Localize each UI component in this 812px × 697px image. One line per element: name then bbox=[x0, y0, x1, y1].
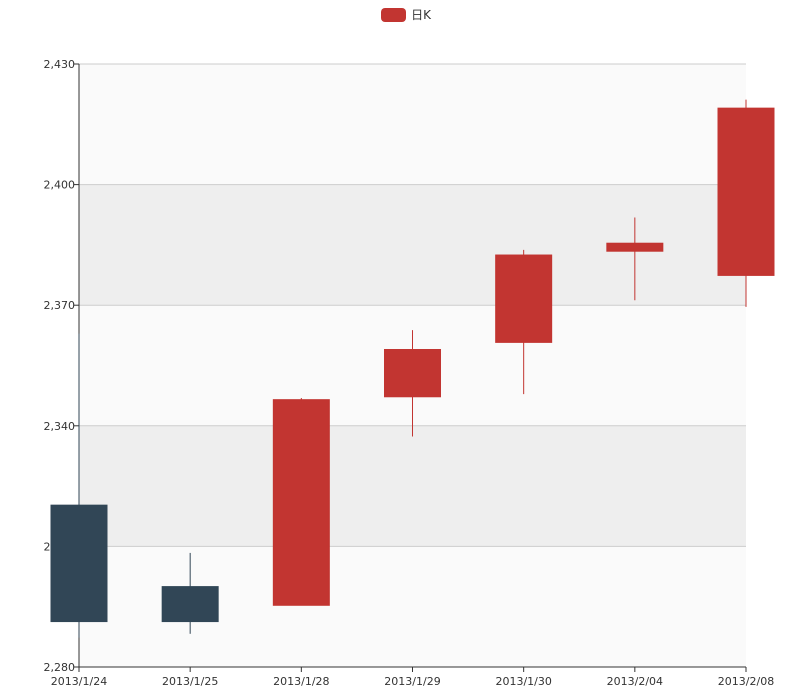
y-tick-label: 2,430 bbox=[44, 58, 76, 71]
candle bbox=[272, 397, 330, 606]
x-tick-label: 2013/1/29 bbox=[384, 675, 440, 688]
candle-body bbox=[717, 107, 775, 276]
y-tick-label: 2,280 bbox=[44, 661, 76, 674]
candle bbox=[50, 333, 108, 638]
candle-body bbox=[384, 349, 441, 398]
split-area-band bbox=[79, 425, 746, 547]
candle bbox=[161, 552, 219, 634]
x-tick-label: 2013/1/30 bbox=[495, 675, 551, 688]
legend-item-daily-k[interactable]: 日K bbox=[381, 6, 431, 23]
x-axis: 2013/1/24 2013/1/25 2013/1/28 2013/1/29 2013… bbox=[51, 666, 774, 688]
candle-body bbox=[495, 254, 553, 343]
legend-swatch bbox=[381, 7, 407, 22]
x-tick-label: 2013/1/24 bbox=[51, 675, 107, 688]
legend-label: 日K bbox=[411, 8, 431, 22]
y-tick-label: 2,340 bbox=[44, 420, 76, 433]
split-area-band bbox=[79, 64, 746, 185]
y-tick-label: 2,370 bbox=[44, 299, 76, 312]
x-tick-label: 2013/1/25 bbox=[162, 675, 218, 688]
y-tick-label: 2,400 bbox=[44, 179, 76, 192]
candle-body bbox=[50, 504, 108, 623]
legend: 日K bbox=[0, 6, 812, 25]
x-tick-label: 2013/2/04 bbox=[607, 675, 663, 688]
candle-body bbox=[272, 399, 330, 606]
candle bbox=[384, 330, 441, 437]
candle bbox=[717, 99, 775, 307]
candle-body bbox=[161, 586, 219, 623]
gridlines bbox=[79, 63, 746, 668]
candles bbox=[50, 99, 775, 638]
x-tick-label: 2013/1/28 bbox=[273, 675, 329, 688]
candle bbox=[495, 249, 553, 395]
candle-body bbox=[606, 242, 664, 252]
x-tick-label: 2013/2/08 bbox=[718, 675, 774, 688]
candle bbox=[606, 217, 664, 301]
